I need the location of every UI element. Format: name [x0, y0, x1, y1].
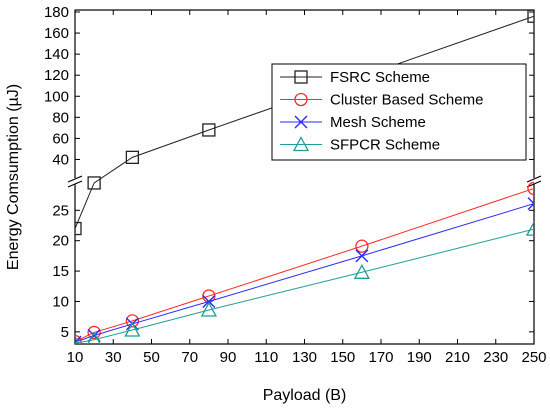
- series-line: [75, 228, 534, 344]
- y-tick-label: 120: [44, 67, 69, 84]
- axis-break-gap-left: [69, 178, 81, 184]
- series-line: [75, 203, 534, 343]
- y-tick-label: 180: [44, 4, 69, 21]
- data-point: [87, 325, 101, 340]
- axis-break-gap-right: [528, 178, 540, 184]
- y-tick-label: 15: [52, 263, 69, 280]
- x-tick-label: 190: [407, 349, 432, 366]
- x-tick-label: 150: [330, 349, 355, 366]
- y-tick-label: 40: [52, 151, 69, 168]
- data-point: [202, 123, 216, 137]
- axis-break-slash-left-top: [67, 175, 83, 183]
- data-point: [202, 294, 216, 308]
- y-tick-label: 160: [44, 25, 69, 42]
- data-point: [125, 314, 140, 328]
- y-tick-label: 20: [52, 233, 69, 250]
- data-point: [353, 263, 370, 279]
- x-tick-label: 130: [292, 349, 317, 366]
- x-tick-label: 50: [143, 349, 160, 366]
- legend-label: Cluster Based Scheme: [330, 92, 483, 109]
- series-circle: [75, 181, 534, 344]
- legend-label: FSRC Scheme: [330, 69, 430, 86]
- series-cross: [75, 197, 534, 344]
- x-tick-label: 250: [521, 349, 546, 366]
- data-point: [125, 150, 140, 165]
- y-tick-label: 100: [44, 88, 69, 105]
- y-tick-label: 5: [61, 324, 69, 341]
- data-point: [124, 321, 141, 337]
- data-point: [355, 239, 369, 253]
- data-point: [87, 331, 101, 344]
- data-point: [525, 220, 534, 236]
- legend-label: SFPCR Scheme: [330, 137, 440, 154]
- data-point: [75, 335, 82, 344]
- series-layer: [75, 10, 534, 344]
- legend-marker: [294, 92, 308, 107]
- x-tick-label: 10: [67, 349, 84, 366]
- data-point: [75, 334, 82, 344]
- x-tick-label: 230: [483, 349, 508, 366]
- legend-marker: [294, 70, 308, 84]
- y-tick-label: 140: [44, 46, 69, 63]
- series-line: [75, 187, 534, 343]
- x-tick-label: 30: [105, 349, 122, 366]
- data-point: [200, 301, 217, 317]
- x-tick-label: 90: [220, 349, 237, 366]
- y-tick-label: 80: [52, 109, 69, 126]
- legend: FSRC Scheme Cluster Based Scheme Mesh Sche…: [271, 63, 527, 161]
- axis-break-slash-right-top: [526, 175, 542, 183]
- legend-marker: [294, 115, 308, 129]
- y-axis-title: Energy Comsumption (µJ): [5, 84, 22, 270]
- legend-label: Mesh Scheme: [330, 114, 426, 131]
- x-tick-label: 170: [368, 349, 393, 366]
- legend-marker: [292, 136, 310, 152]
- data-point: [527, 181, 534, 196]
- x-tick-label: 70: [181, 349, 198, 366]
- data-point: [75, 221, 82, 236]
- x-axis-title: Payload (B): [263, 387, 347, 404]
- axis-break-slash-left-bottom: [67, 180, 83, 188]
- data-point: [355, 249, 369, 263]
- y-tick-label: 60: [52, 130, 69, 147]
- data-point: [87, 176, 101, 190]
- data-point: [527, 197, 534, 211]
- ticks: 10 30 50 70 90 110 130 150 170 190 210 230 250 40 60 80…: [44, 4, 547, 366]
- x-tick-label: 110: [254, 349, 278, 366]
- axis-break-slash-right-bottom: [526, 180, 542, 188]
- data-point: [75, 335, 80, 344]
- plot-border: [74, 9, 535, 345]
- y-tick-label: 10: [52, 293, 69, 310]
- series-triangle: [75, 220, 534, 344]
- data-point: [527, 10, 534, 23]
- x-tick-label: 210: [445, 349, 470, 366]
- y-tick-label: 25: [52, 202, 69, 219]
- plot-frame: [67, 9, 542, 345]
